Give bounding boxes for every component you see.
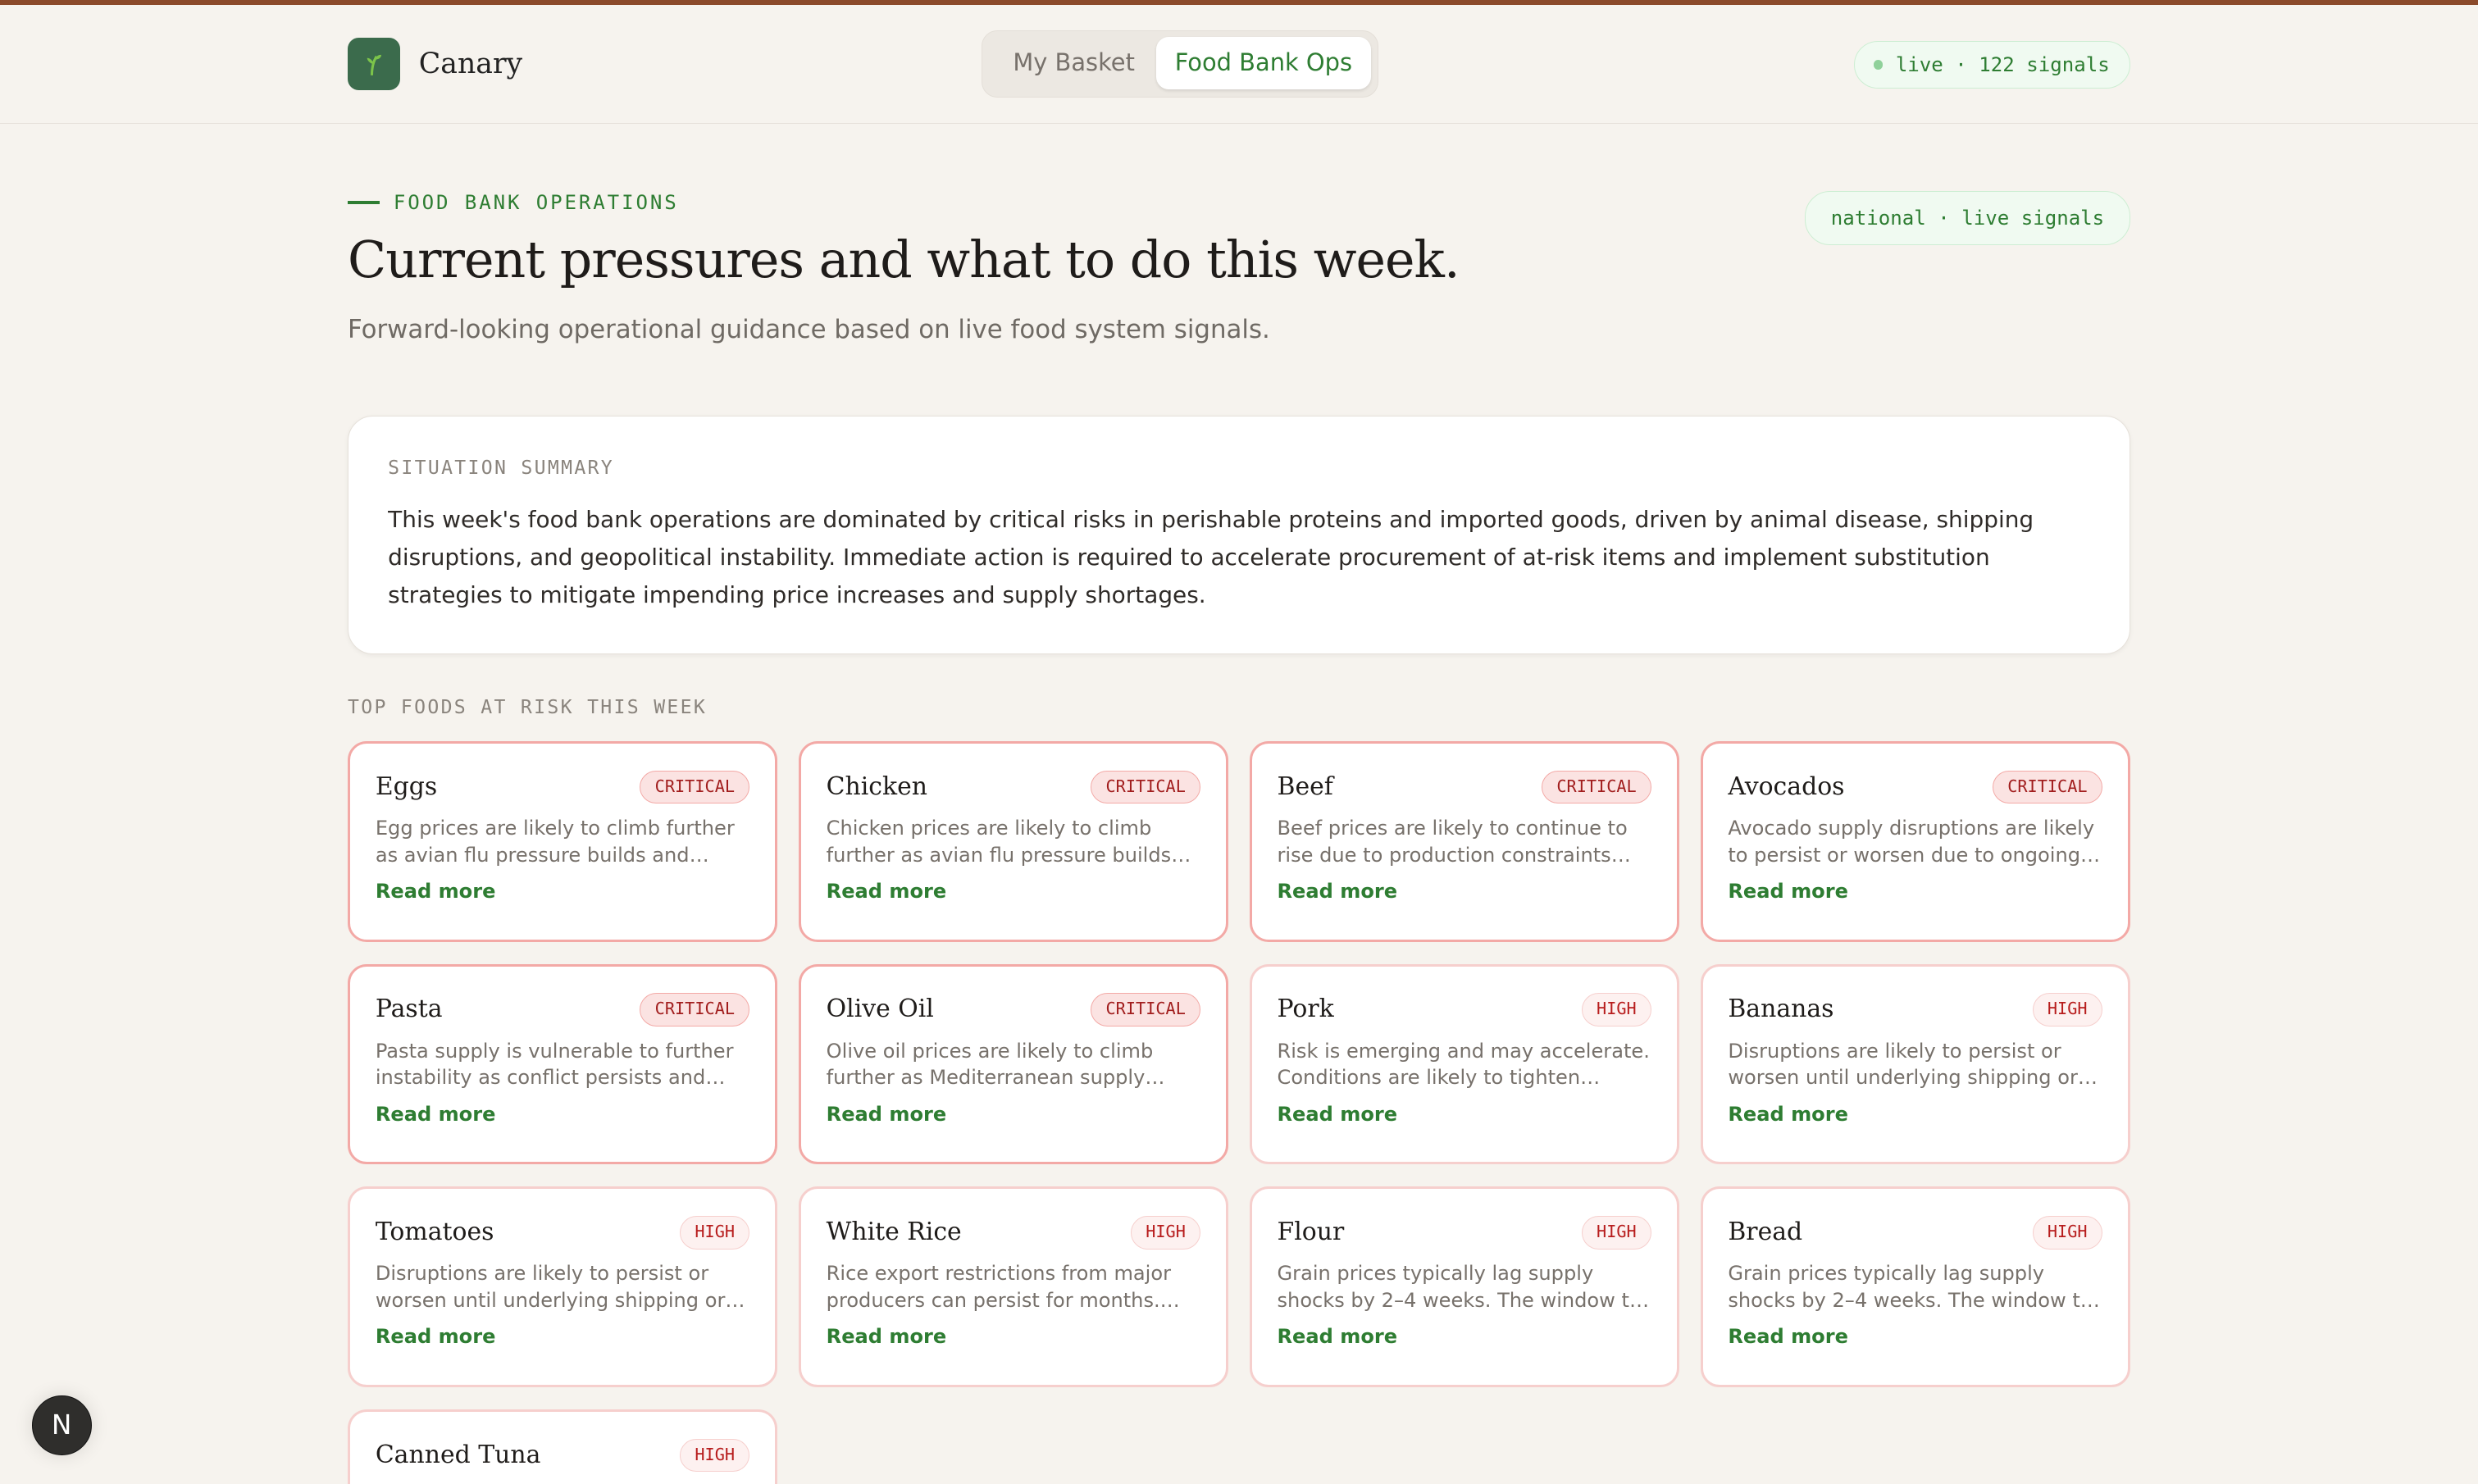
food-name: Eggs [375,772,438,801]
risk-badge: CRITICAL [640,993,750,1027]
food-description: Beef prices are likely to continue to ri… [1277,816,1628,867]
summary-label: SITUATION SUMMARY [388,457,615,479]
live-dot-icon [1873,60,1884,70]
situation-summary-card: SITUATION SUMMARY This week's food bank … [348,415,2130,654]
read-more-link[interactable]: Read more [1728,1102,1848,1126]
view-switcher: My Basket Food Bank Ops [981,30,1378,98]
tab-food-bank-ops[interactable]: Food Bank Ops [1155,37,1371,89]
page-title: Current pressures and what to do this we… [348,230,1460,290]
brand-name: Canary [418,47,523,80]
risk-badge: HIGH [680,1216,750,1250]
read-more-link[interactable]: Read more [1277,1102,1398,1126]
food-description: Avocado supply disruptions are likely to… [1728,816,2101,867]
food-description: Egg prices are likely to climb further a… [375,816,735,867]
food-description: Grain prices typically lag supply shocks… [1728,1262,2093,1313]
summary-text: This week's food bank operations are dom… [388,505,2034,609]
food-name: Bananas [1728,995,1834,1024]
read-more-link[interactable]: Read more [826,879,947,903]
read-more-link[interactable]: Read more [826,1102,947,1126]
food-description: Chicken prices are likely to climb furth… [826,816,1172,867]
food-name: Avocados [1728,772,1845,801]
page-subtitle: Forward-looking operational guidance bas… [348,314,1270,344]
read-more-link[interactable]: Read more [375,1325,496,1349]
food-name: Bread [1728,1218,1803,1247]
food-name: Beef [1277,772,1333,801]
risk-badge: CRITICAL [1091,770,1201,804]
food-description: Risk is emerging and may accelerate. Con… [1277,1039,1650,1090]
risk-badge: CRITICAL [640,770,750,804]
risk-badge: HIGH [2032,993,2102,1027]
food-description: Disruptions are likely to persist or wor… [1728,1039,2078,1090]
food-description: Olive oil prices are likely to climb fur… [826,1039,1154,1090]
food-card[interactable]: Bananas HIGH Disruptions are likely to per… [1700,963,2130,1165]
page-eyebrow: FOOD BANK OPERATIONS [348,191,679,214]
risk-badge: HIGH [2032,1216,2102,1250]
food-description: Pasta supply is vulnerable to further in… [375,1039,734,1090]
food-card[interactable]: Pork HIGH Risk is emerging and may acceler… [1249,963,1679,1165]
risk-badge: CRITICAL [1542,770,1652,804]
food-description: Disruptions are likely to persist or wor… [375,1262,726,1313]
food-card[interactable]: Beef CRITICAL Beef prices are likely to co… [1249,740,1679,942]
risk-badge: HIGH [680,1438,750,1473]
food-card[interactable]: White Rice HIGH Rice export restrictions f… [798,1186,1229,1388]
food-card[interactable]: Avocados CRITICAL Avocado supply disruptio… [1700,740,2130,942]
food-name: Canned Tuna [375,1440,541,1469]
scope-badge: national · live signals [1804,191,2130,245]
read-more-link[interactable]: Read more [826,1325,947,1349]
read-more-link[interactable]: Read more [1277,879,1398,903]
food-name: Pasta [375,995,443,1024]
food-name: Olive Oil [826,995,934,1024]
risk-badge: HIGH [1130,1216,1201,1250]
risk-badge: CRITICAL [1992,770,2102,804]
food-card[interactable]: Chicken CRITICAL Chicken prices are likely… [798,740,1229,942]
risk-badge: HIGH [1581,993,1652,1027]
food-card[interactable]: Flour HIGH Grain prices typically lag supp… [1249,1186,1679,1388]
food-card[interactable]: Bread HIGH Grain prices typically lag supp… [1700,1186,2130,1388]
read-more-link[interactable]: Read more [375,1102,496,1126]
food-card[interactable]: Eggs CRITICAL Egg prices are likely to cli… [348,740,778,942]
read-more-link[interactable]: Read more [375,879,496,903]
food-name: Flour [1277,1218,1345,1247]
food-name: Tomatoes [375,1218,494,1247]
live-signals-badge: live · 122 signals [1853,41,2130,89]
tab-my-basket[interactable]: My Basket [1013,48,1135,77]
header: Canary My Basket Food Bank Ops live · 12… [0,5,2478,125]
read-more-link[interactable]: Read more [1728,1325,1848,1349]
food-card[interactable]: Canned Tuna HIGH [348,1409,778,1484]
read-more-link[interactable]: Read more [1277,1325,1398,1349]
food-name: Chicken [826,772,928,801]
eyebrow-text: FOOD BANK OPERATIONS [393,191,679,215]
risk-badge: CRITICAL [1091,993,1201,1027]
food-name: Pork [1277,995,1334,1024]
foods-grid: Eggs CRITICAL Egg prices are likely to cli… [348,740,2130,1484]
food-description: Grain prices typically lag supply shocks… [1277,1262,1642,1313]
live-signals-text: live · 122 signals [1895,53,2110,76]
foods-section-label: TOP FOODS AT RISK THIS WEEK [348,696,708,718]
top-accent-bar [0,0,2478,5]
food-name: White Rice [826,1218,962,1247]
risk-badge: HIGH [1581,1216,1652,1250]
dev-tools-button[interactable]: N [31,1395,92,1456]
eyebrow-line [348,201,380,205]
food-card[interactable]: Pasta CRITICAL Pasta supply is vulnerable … [348,963,778,1165]
sprout-icon[interactable] [348,38,400,90]
food-card[interactable]: Olive Oil CRITICAL Olive oil prices are li… [798,963,1229,1165]
read-more-link[interactable]: Read more [1728,879,1848,903]
food-card[interactable]: Tomatoes HIGH Disruptions are likely to pe… [348,1186,778,1388]
food-description: Rice export restrictions from major prod… [826,1262,1171,1313]
